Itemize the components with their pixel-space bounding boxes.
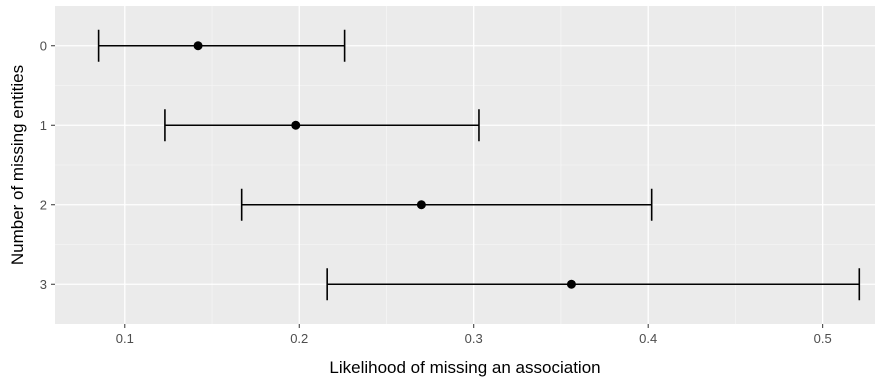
- x-tick-label: 0.1: [116, 331, 134, 346]
- estimate-point: [291, 120, 301, 130]
- estimate-point: [566, 279, 576, 289]
- estimate-point: [416, 200, 426, 210]
- x-tick-label: 0.4: [639, 331, 657, 346]
- y-tick-label: 0: [40, 38, 47, 53]
- grid-minor: [55, 6, 875, 324]
- y-tick-label: 3: [40, 277, 47, 292]
- x-tick-label: 0.3: [465, 331, 483, 346]
- estimate-point: [193, 41, 203, 51]
- y-tick-label: 1: [40, 118, 47, 133]
- y-axis-ticks: 0 1 2 3: [40, 38, 55, 292]
- x-tick-label: 0.2: [290, 331, 308, 346]
- x-axis-ticks: 0.1 0.2 0.3 0.4 0.5: [116, 324, 832, 346]
- x-axis-title: Likelihood of missing an association: [329, 358, 600, 377]
- points: [193, 41, 576, 289]
- x-tick-label: 0.5: [814, 331, 832, 346]
- y-axis-title: Number of missing entities: [8, 65, 27, 265]
- error-bars: [97, 29, 861, 301]
- y-tick-label: 2: [40, 197, 47, 212]
